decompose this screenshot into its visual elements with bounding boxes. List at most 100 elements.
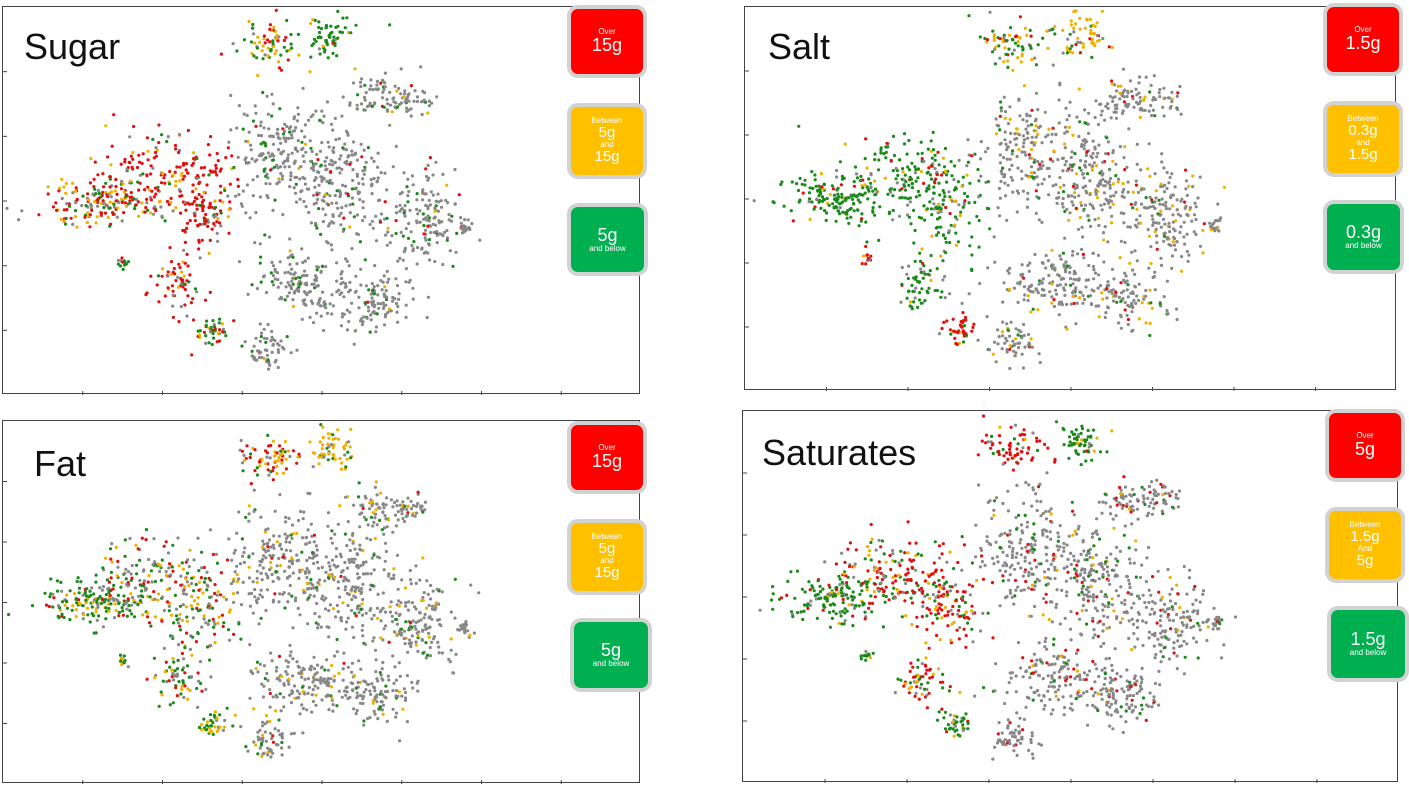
scatter-point-green bbox=[105, 578, 109, 582]
scatter-point-red bbox=[92, 185, 96, 189]
scatter-point-gray bbox=[1033, 252, 1037, 257]
scatter-point-gray bbox=[413, 624, 417, 628]
scatter-point-red bbox=[203, 217, 207, 221]
scatter-point-green bbox=[323, 668, 327, 672]
scatter-point-gray bbox=[323, 579, 327, 583]
scatter-point-amber bbox=[1095, 196, 1100, 200]
scatter-point-amber bbox=[277, 177, 281, 181]
scatter-point-green bbox=[908, 196, 912, 200]
scatter-point-gray bbox=[430, 604, 434, 608]
scatter-point-gray bbox=[1118, 97, 1122, 101]
scatter-point-amber bbox=[1111, 202, 1115, 206]
scatter-point-gray bbox=[427, 603, 431, 607]
scatter-point-amber bbox=[129, 179, 133, 183]
scatter-point-amber bbox=[345, 457, 349, 461]
scatter-point-green bbox=[175, 618, 179, 622]
scatter-point-amber bbox=[376, 616, 380, 620]
scatter-point-gray bbox=[329, 677, 333, 681]
scatter-point-gray bbox=[411, 686, 415, 690]
scatter-point-gray bbox=[259, 515, 263, 519]
scatter-point-red bbox=[101, 172, 105, 176]
scatter-point-gray bbox=[286, 281, 290, 285]
scatter-point-gray bbox=[351, 585, 355, 589]
scatter-point-gray bbox=[405, 109, 409, 113]
scatter-point-green bbox=[141, 172, 145, 176]
scatter-point-amber bbox=[416, 634, 420, 638]
scatter-point-amber bbox=[943, 169, 947, 173]
scatter-point-gray bbox=[298, 177, 302, 181]
scatter-point-green bbox=[349, 31, 353, 35]
scatter-point-red bbox=[145, 615, 150, 619]
scatter-point-amber bbox=[71, 181, 75, 185]
scatter-point-green bbox=[271, 158, 275, 162]
scatter-point-red bbox=[44, 603, 49, 607]
scatter-point-gray bbox=[1101, 160, 1105, 164]
scatter-point-gray bbox=[411, 503, 416, 508]
scatter-point-gray bbox=[385, 496, 389, 500]
scatter-point-gray bbox=[177, 643, 181, 647]
scatter-point-gray bbox=[429, 597, 433, 601]
scatter-point-amber bbox=[169, 200, 173, 204]
scatter-point-gray bbox=[383, 217, 387, 221]
scatter-point-gray bbox=[326, 677, 330, 681]
scatter-point-red bbox=[189, 301, 193, 305]
scatter-point-gray bbox=[433, 259, 437, 264]
scatter-point-gray bbox=[1109, 194, 1113, 198]
scatter-point-green bbox=[928, 173, 933, 177]
scatter-point-gray bbox=[1106, 106, 1110, 110]
scatter-point-gray bbox=[1109, 116, 1113, 120]
scatter-point-amber bbox=[1003, 46, 1007, 50]
scatter-point-gray bbox=[340, 270, 344, 274]
scatter-point-gray bbox=[215, 231, 219, 235]
scatter-point-gray bbox=[1063, 163, 1067, 167]
scatter-point-green bbox=[813, 178, 817, 182]
scatter-point-green bbox=[931, 130, 935, 134]
scatter-point-gray bbox=[333, 116, 337, 120]
scatter-point-gray bbox=[815, 197, 819, 201]
scatter-point-gray bbox=[418, 220, 422, 224]
scatter-point-green bbox=[271, 39, 275, 43]
scatter-point-amber bbox=[992, 33, 997, 37]
scatter-point-gray bbox=[1087, 131, 1091, 135]
scatter-point-gray bbox=[992, 340, 997, 344]
scatter-point-green bbox=[970, 267, 974, 271]
scatter-point-red bbox=[864, 137, 868, 141]
scatter-point-green bbox=[1029, 46, 1033, 51]
scatter-point-gray bbox=[1109, 176, 1113, 181]
scatter-point-green bbox=[1085, 172, 1090, 176]
scatter-point-amber bbox=[281, 471, 285, 475]
scatter-point-gray bbox=[267, 235, 272, 239]
scatter-point-red bbox=[217, 221, 222, 225]
scatter-point-red bbox=[224, 156, 228, 160]
scatter-point-gray bbox=[154, 146, 158, 150]
scatter-point-amber bbox=[256, 74, 260, 78]
scatter-point-gray bbox=[350, 608, 354, 613]
legend-value: 15g bbox=[594, 148, 620, 166]
scatter-point-gray bbox=[385, 295, 389, 299]
scatter-point-green bbox=[343, 26, 347, 30]
scatter-point-green bbox=[364, 518, 368, 522]
scatter-point-gray bbox=[398, 612, 402, 616]
scatter-point-gray bbox=[265, 588, 270, 592]
scatter-point-green bbox=[405, 185, 409, 189]
scatter-point-gray bbox=[336, 580, 340, 584]
scatter-point-gray bbox=[243, 340, 247, 344]
scatter-point-green bbox=[109, 602, 113, 606]
scatter-point-gray bbox=[379, 212, 384, 216]
scatter-point-amber bbox=[287, 677, 291, 681]
scatter-point-amber bbox=[91, 601, 95, 605]
scatter-point-gray bbox=[373, 712, 377, 716]
scatter-point-gray bbox=[404, 280, 408, 284]
scatter-point-gray bbox=[426, 207, 430, 211]
scatter-point-red bbox=[114, 177, 118, 182]
scatter-point-gray bbox=[327, 445, 331, 449]
scatter-point-amber bbox=[275, 471, 279, 476]
scatter-point-red bbox=[108, 593, 112, 598]
scatter-point-amber bbox=[156, 562, 160, 566]
scatter-point-gray bbox=[979, 157, 983, 161]
scatter-point-gray bbox=[1022, 285, 1026, 289]
scatter-point-gray bbox=[303, 259, 307, 263]
scatter-point-gray bbox=[335, 261, 339, 265]
scatter-point-green bbox=[983, 37, 987, 41]
scatter-point-green bbox=[1070, 163, 1074, 168]
